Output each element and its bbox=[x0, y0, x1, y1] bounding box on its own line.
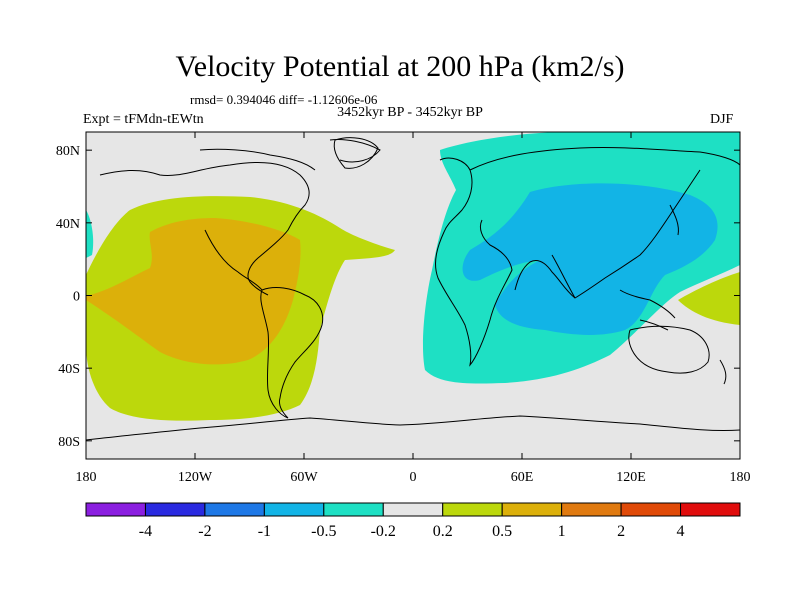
colorbar-label: -2 bbox=[198, 523, 211, 540]
colorbar-label: 4 bbox=[677, 523, 685, 540]
colorbar-label: 0.2 bbox=[433, 523, 453, 540]
season-label: DJF bbox=[710, 112, 734, 127]
negative-weak-region-west-edge bbox=[86, 210, 94, 258]
lon-tick-label: 120W bbox=[178, 470, 213, 485]
colorbar-label: 1 bbox=[558, 523, 566, 540]
latitude-axis: 80N 40N 0 40S 80S bbox=[56, 144, 740, 450]
colorbar-label: 0.5 bbox=[492, 523, 512, 540]
colorbar-swatch bbox=[144, 502, 206, 517]
negative-mid-region bbox=[462, 183, 718, 335]
lon-tick-label: 120E bbox=[616, 470, 646, 485]
colorbar-label: -4 bbox=[139, 523, 152, 540]
figure-title: Velocity Potential at 200 hPa (km2/s) bbox=[175, 50, 625, 83]
colorbar-swatch bbox=[204, 502, 265, 517]
colorbar-label: -0.5 bbox=[311, 523, 336, 540]
colorbar-swatch bbox=[323, 502, 384, 517]
colorbar-swatch bbox=[620, 502, 682, 517]
colorbar-label: 2 bbox=[617, 523, 625, 540]
lat-tick-label: 80S bbox=[58, 435, 80, 450]
colorbar-swatch bbox=[85, 502, 146, 517]
lon-tick-label: 60E bbox=[511, 470, 534, 485]
lon-tick-label: 60W bbox=[290, 470, 318, 485]
positive-mid-region bbox=[86, 218, 301, 365]
lat-tick-label: 40N bbox=[56, 217, 80, 232]
colorbar-label: -0.2 bbox=[371, 523, 396, 540]
colorbar-swatch bbox=[561, 502, 622, 517]
lat-tick-label: 80N bbox=[56, 144, 80, 159]
experiment-label: Expt = tFMdn-tEWtn bbox=[83, 112, 204, 127]
lon-tick-label: 180 bbox=[730, 470, 751, 485]
lat-tick-label: 0 bbox=[73, 290, 80, 305]
lat-tick-label: 40S bbox=[58, 362, 80, 377]
colorbar-label: -1 bbox=[258, 523, 271, 540]
colorbar: -4 -2 -1 -0.5 -0.2 0.2 0.5 1 2 4 bbox=[85, 502, 741, 540]
colorbar-swatch bbox=[680, 502, 741, 517]
stats-label: rmsd= 0.394046 diff= -1.12606e-06 bbox=[190, 92, 378, 107]
colorbar-swatch bbox=[382, 502, 444, 517]
colorbar-swatch bbox=[501, 502, 563, 517]
lon-tick-label: 0 bbox=[410, 470, 417, 485]
positive-weak-region-east bbox=[678, 272, 740, 325]
longitude-axis: 180 120W 60W 0 60E 120E 180 bbox=[76, 132, 751, 485]
lon-tick-label: 180 bbox=[76, 470, 97, 485]
figure-subtitle: 3452kyr BP - 3452kyr BP bbox=[337, 105, 483, 120]
colorbar-swatch bbox=[263, 502, 325, 517]
colorbar-swatch bbox=[442, 502, 503, 517]
coastlines bbox=[86, 137, 740, 441]
contour-fill-layer bbox=[86, 132, 740, 421]
